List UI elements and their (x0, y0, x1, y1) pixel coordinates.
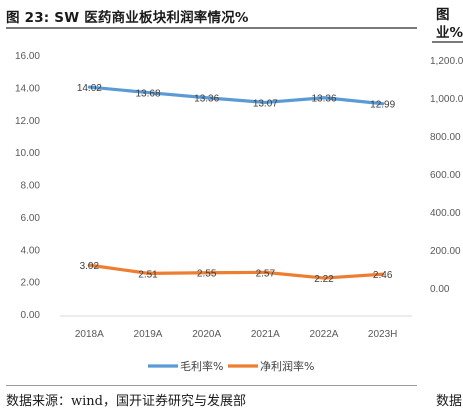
data-label: 13.36 (194, 94, 219, 105)
y-tick-label: 2.00 (21, 278, 41, 289)
x-tick-label: 2018A (75, 329, 104, 340)
data-label: 13.36 (311, 94, 336, 105)
data-label: 14.02 (77, 83, 102, 94)
right-y-tick-label: 0.00 (430, 284, 450, 295)
data-label: 13.68 (135, 89, 160, 100)
y-tick-label: 12.00 (15, 116, 40, 127)
y-tick-label: 6.00 (21, 213, 41, 224)
data-label: 2.55 (197, 269, 217, 280)
data-label: 3.02 (80, 261, 100, 272)
right-y-tick-label: 1,200.00 (430, 56, 463, 67)
right-title-divider (432, 41, 463, 43)
right-data-source: 数据 (436, 394, 463, 409)
data-label: 2.51 (138, 269, 158, 280)
data-label: 2.57 (256, 268, 276, 279)
chart-title: 图 23: SW 医药商业板块利润率情况% (6, 10, 249, 26)
legend-label-2: 净利润率% (260, 359, 314, 373)
data-label: 12.99 (370, 100, 395, 111)
legend-label-1: 毛利率% (180, 359, 223, 373)
series-line-2 (87, 263, 385, 280)
right-title-line2: 业% (436, 25, 463, 41)
y-tick-label: 10.00 (15, 148, 40, 159)
y-tick-label: 16.00 (15, 51, 40, 62)
x-tick-label: 2019A (134, 329, 163, 340)
x-tick-label: 2020A (192, 329, 221, 340)
y-tick-label: 0.00 (21, 310, 41, 321)
x-tick-label: 2022A (310, 329, 339, 340)
source-divider (6, 385, 417, 386)
x-tick-label: 2021A (251, 329, 280, 340)
title-divider (6, 27, 417, 29)
y-tick-label: 4.00 (21, 245, 41, 256)
right-chart-title: 图 业% (436, 6, 463, 42)
right-y-tick-label: 400.00 (430, 208, 461, 219)
right-y-tick-label: 1,000.00 (430, 94, 463, 105)
x-tick-label: 2023H (368, 329, 397, 340)
data-label: 2.46 (373, 270, 393, 281)
data-label: 13.07 (253, 98, 278, 109)
data-source: 数据来源：wind，国开证券研究与发展部 (6, 394, 246, 409)
right-y-tick-label: 600.00 (430, 170, 461, 181)
y-tick-label: 8.00 (21, 181, 41, 192)
series-line-1 (87, 85, 385, 106)
right-y-tick-label: 200.00 (430, 246, 461, 257)
y-tick-label: 14.00 (15, 83, 40, 94)
data-label: 2.22 (314, 274, 334, 285)
right-y-tick-label: 800.00 (430, 132, 461, 143)
right-title-line1: 图 (436, 7, 450, 23)
